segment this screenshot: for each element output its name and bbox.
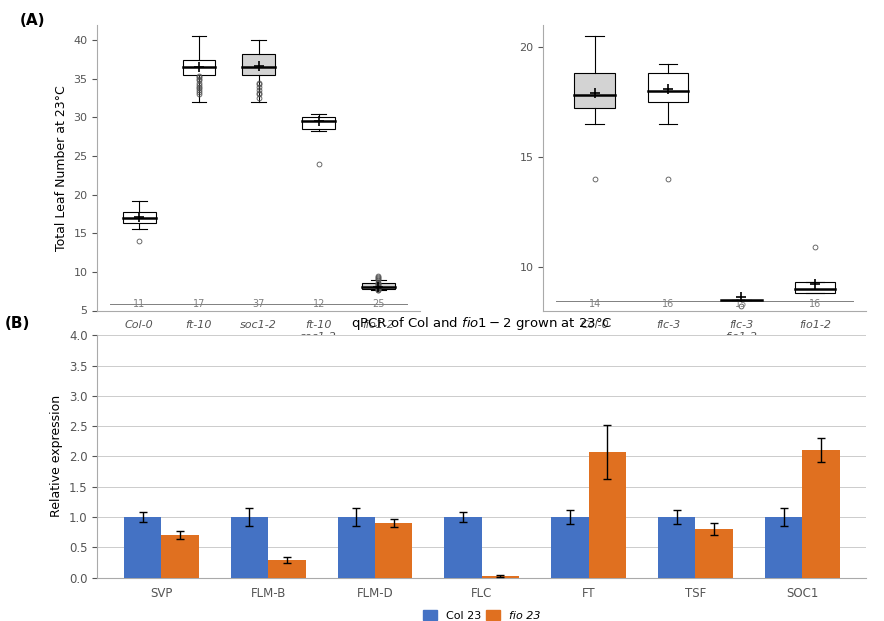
- Bar: [552, 517, 589, 578]
- Bar: [795, 282, 835, 293]
- Bar: [575, 73, 614, 108]
- Bar: [124, 517, 161, 578]
- Bar: [765, 517, 803, 578]
- Bar: [658, 517, 696, 578]
- Text: 12: 12: [312, 299, 324, 309]
- Title: qPCR of Col and $\it{fio1-2}$ grown at 23°C: qPCR of Col and $\it{fio1-2}$ grown at 2…: [351, 315, 613, 332]
- Text: (B): (B): [5, 316, 30, 331]
- Bar: [161, 535, 199, 578]
- Bar: [338, 517, 375, 578]
- Text: 14: 14: [589, 299, 601, 309]
- Bar: [362, 283, 395, 289]
- Bar: [231, 517, 268, 578]
- Text: 15: 15: [735, 299, 748, 309]
- Bar: [482, 576, 519, 578]
- Text: 16: 16: [809, 299, 821, 309]
- Bar: [803, 450, 840, 578]
- Bar: [268, 560, 306, 578]
- Bar: [182, 60, 216, 75]
- Bar: [123, 212, 156, 224]
- Text: 16: 16: [662, 299, 674, 309]
- Y-axis label: Relative expression: Relative expression: [50, 396, 64, 517]
- Text: 17: 17: [193, 299, 205, 309]
- Bar: [696, 529, 733, 578]
- Bar: [589, 452, 626, 578]
- Bar: [375, 523, 412, 578]
- Legend: Col 23, fio 23: Col 23, fio 23: [419, 606, 545, 621]
- Text: 25: 25: [372, 299, 385, 309]
- Bar: [242, 54, 275, 75]
- Bar: [648, 73, 689, 102]
- Text: (A): (A): [19, 14, 45, 29]
- Y-axis label: Total Leaf Number at 23°C: Total Leaf Number at 23°C: [55, 85, 68, 250]
- Text: 11: 11: [133, 299, 145, 309]
- Bar: [302, 117, 335, 129]
- Text: 37: 37: [253, 299, 265, 309]
- Bar: [445, 517, 482, 578]
